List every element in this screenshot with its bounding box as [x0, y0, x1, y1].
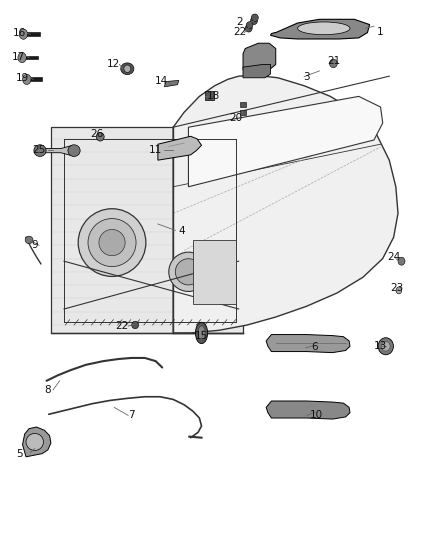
Bar [240, 102, 246, 107]
Ellipse shape [132, 321, 139, 329]
Text: 2: 2 [237, 17, 243, 27]
Ellipse shape [198, 326, 205, 340]
Ellipse shape [68, 145, 80, 157]
Text: 10: 10 [309, 410, 322, 421]
Text: 21: 21 [327, 56, 340, 66]
Ellipse shape [18, 52, 26, 63]
Text: 8: 8 [45, 385, 51, 395]
Text: 17: 17 [11, 52, 25, 61]
Text: 14: 14 [155, 77, 168, 86]
Ellipse shape [246, 22, 253, 29]
Ellipse shape [23, 74, 31, 84]
Text: 7: 7 [128, 410, 135, 421]
Ellipse shape [121, 63, 134, 75]
Polygon shape [266, 335, 350, 353]
Text: 6: 6 [312, 342, 318, 352]
Ellipse shape [381, 342, 390, 351]
Ellipse shape [78, 209, 146, 277]
Polygon shape [164, 80, 179, 87]
Ellipse shape [398, 257, 405, 265]
Polygon shape [193, 240, 237, 304]
Text: 23: 23 [391, 283, 404, 293]
Text: 1: 1 [377, 27, 384, 37]
Bar [240, 110, 246, 115]
Text: 19: 19 [16, 73, 29, 83]
Polygon shape [188, 96, 383, 187]
Bar [205, 91, 214, 100]
Ellipse shape [96, 133, 104, 141]
Ellipse shape [297, 22, 350, 35]
Polygon shape [35, 146, 78, 156]
Text: 26: 26 [90, 128, 103, 139]
Polygon shape [25, 77, 42, 82]
Text: 15: 15 [195, 330, 208, 341]
Ellipse shape [329, 59, 337, 68]
Ellipse shape [124, 65, 131, 72]
Ellipse shape [169, 252, 208, 292]
Ellipse shape [195, 322, 208, 344]
Polygon shape [243, 43, 276, 70]
Polygon shape [20, 55, 38, 60]
Ellipse shape [99, 230, 125, 256]
Ellipse shape [378, 338, 393, 355]
Ellipse shape [25, 236, 33, 244]
Ellipse shape [175, 259, 201, 285]
Ellipse shape [34, 145, 46, 157]
Ellipse shape [251, 17, 258, 25]
Polygon shape [243, 64, 271, 78]
Ellipse shape [251, 14, 258, 21]
Polygon shape [158, 136, 201, 160]
Text: 22: 22 [116, 321, 129, 331]
Text: 5: 5 [16, 449, 22, 458]
Text: 25: 25 [32, 144, 46, 155]
Polygon shape [22, 427, 51, 457]
Text: 20: 20 [229, 112, 242, 123]
Text: 3: 3 [303, 72, 310, 82]
Polygon shape [21, 33, 39, 36]
Text: 16: 16 [12, 28, 26, 38]
Polygon shape [173, 75, 398, 333]
Text: 9: 9 [32, 240, 38, 250]
Polygon shape [271, 19, 370, 39]
Text: 12: 12 [107, 60, 120, 69]
Ellipse shape [88, 219, 136, 266]
Ellipse shape [26, 433, 43, 450]
Ellipse shape [396, 287, 402, 294]
Text: 11: 11 [149, 144, 162, 155]
Text: 24: 24 [387, 253, 400, 262]
Text: 18: 18 [207, 91, 220, 101]
Polygon shape [266, 401, 350, 419]
Text: 4: 4 [179, 226, 185, 236]
Ellipse shape [19, 29, 28, 39]
Text: 13: 13 [374, 341, 387, 351]
Text: 22: 22 [233, 27, 247, 37]
Polygon shape [51, 127, 243, 333]
Ellipse shape [245, 25, 252, 32]
